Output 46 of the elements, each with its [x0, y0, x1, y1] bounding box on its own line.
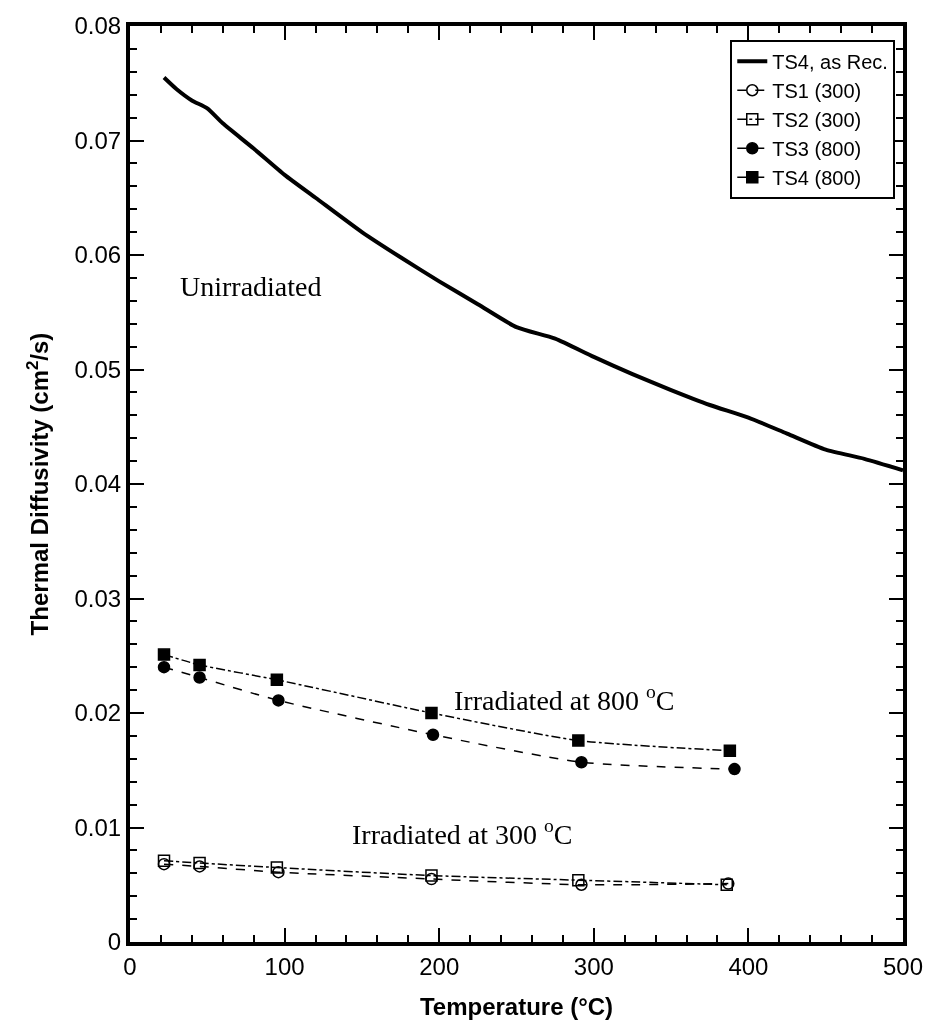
point [572, 734, 585, 747]
point [723, 744, 737, 758]
x-tick-label: 200 [419, 952, 460, 980]
point [575, 755, 588, 769]
legend-label: TS1 (300) [772, 80, 862, 103]
point [575, 878, 588, 891]
y-tick-label: 0.02 [74, 699, 122, 727]
point [272, 694, 285, 707]
point [157, 648, 171, 661]
x-axis-title: Temperature (°C) [419, 992, 614, 1020]
legend-label: TS4 (800) [772, 167, 862, 190]
y-tick-label: 0.04 [74, 470, 122, 498]
y-tick-label: 0.06 [74, 241, 122, 269]
y-tick-label: 0 [107, 928, 122, 956]
point [270, 673, 284, 687]
y-tick-label: 0.03 [74, 584, 122, 612]
legend-label: TS2 (300) [772, 109, 862, 132]
point [425, 706, 438, 720]
annotation: Irradiated at 300 $^{o}$C [352, 815, 573, 850]
point [272, 865, 285, 879]
legend-label: TS4, as Rec. [772, 51, 888, 74]
point [193, 671, 206, 684]
point [157, 857, 171, 871]
y-tick-label: 0.05 [74, 355, 122, 383]
point [193, 658, 206, 672]
annotation: Irradiated at 800 $^{o}$C [454, 681, 675, 716]
x-tick-label: 300 [573, 952, 614, 980]
point [193, 856, 206, 870]
point [193, 860, 206, 873]
point [425, 872, 438, 886]
y-tick-label: 0.08 [74, 12, 122, 40]
point [425, 869, 438, 882]
line-series [162, 75, 903, 473]
point [728, 762, 741, 776]
point [157, 854, 171, 867]
y-tick-label: 0.01 [74, 813, 122, 841]
annotation: Unirradiated [180, 271, 322, 302]
x-tick-label: 500 [882, 952, 924, 980]
point [572, 873, 585, 887]
point [426, 728, 440, 742]
x-tick-label: 400 [728, 952, 769, 980]
point [270, 861, 284, 874]
legend-label: TS3 (800) [772, 138, 862, 161]
point [157, 660, 171, 674]
y-tick-label: 0.07 [74, 126, 122, 154]
x-tick-label: 100 [264, 952, 305, 980]
